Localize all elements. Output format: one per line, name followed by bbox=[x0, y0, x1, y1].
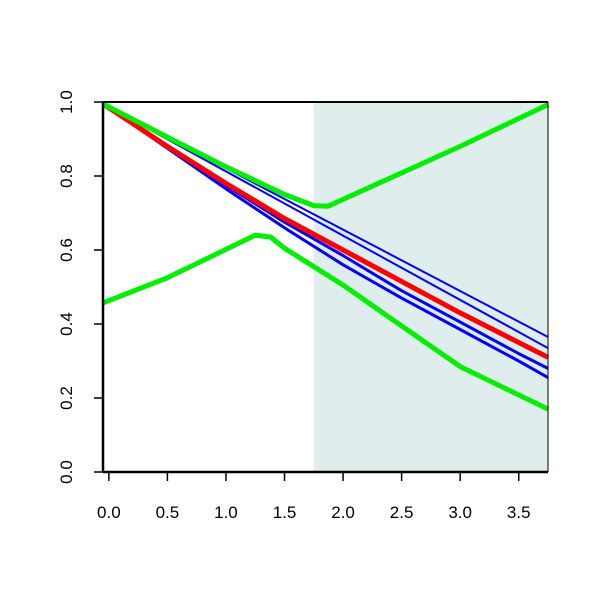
x-tick-label-6: 3.0 bbox=[448, 503, 472, 522]
x-tick-label-7: 3.5 bbox=[507, 503, 531, 522]
axes: 0.0 0.5 1.0 1.5 2.0 2.5 3.0 3.5 0.0 0.2 0.4 0.6 0.8 1… bbox=[57, 90, 549, 522]
y-tick-label-3: 0.6 bbox=[57, 238, 76, 262]
shaded-region bbox=[313, 102, 548, 472]
x-tick-label-5: 2.5 bbox=[390, 503, 414, 522]
series-line-4 bbox=[102, 102, 549, 379]
y-tick-label-1: 0.2 bbox=[57, 386, 76, 410]
y-tick-label-5: 1.0 bbox=[57, 90, 76, 114]
x-tick-label-2: 1.0 bbox=[214, 503, 238, 522]
x-tick-label-3: 1.5 bbox=[273, 503, 297, 522]
series-line-6 bbox=[101, 101, 550, 209]
y-tick-label-0: 0.0 bbox=[57, 460, 76, 484]
x-tick-label-4: 2.0 bbox=[331, 503, 355, 522]
plot-area bbox=[101, 101, 550, 472]
series-line-5 bbox=[101, 101, 550, 360]
y-tick-label-2: 0.4 bbox=[57, 312, 76, 336]
y-tick-label-4: 0.8 bbox=[57, 164, 76, 188]
series-line-7 bbox=[102, 232, 550, 412]
x-tick-label-1: 0.5 bbox=[156, 503, 180, 522]
x-tick-label-0: 0.0 bbox=[97, 503, 121, 522]
